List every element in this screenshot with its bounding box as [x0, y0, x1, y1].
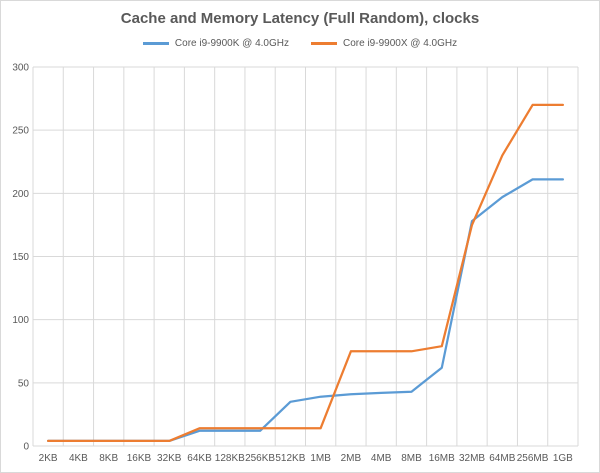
x-tick-label: 4KB [69, 453, 88, 464]
x-tick-label: 2KB [39, 453, 58, 464]
chart-legend: Core i9-9900K @ 4.0GHz Core i9-9900X @ 4… [0, 38, 600, 49]
x-tick-label: 128KB [215, 453, 245, 464]
x-tick-label: 256MB [517, 453, 549, 464]
x-tick-label: 16MB [429, 453, 455, 464]
x-tick-label: 512KB [275, 453, 305, 464]
x-tick-label: 256KB [245, 453, 275, 464]
x-tick-label: 1MB [310, 453, 331, 464]
legend-label-series-2: Core i9-9900X @ 4.0GHz [343, 38, 458, 49]
x-tick-label: 1GB [553, 453, 573, 464]
legend-item-series-2: Core i9-9900X @ 4.0GHz [311, 38, 457, 49]
series-line-2 [46, 103, 565, 443]
legend-item-series-1: Core i9-9900K @ 4.0GHz [142, 38, 289, 49]
x-tick-label: 4MB [371, 453, 392, 464]
legend-swatch-series-2 [311, 42, 337, 45]
y-tick-label: 50 [18, 378, 30, 389]
x-tick-label: 16KB [127, 453, 152, 464]
chart-title: Cache and Memory Latency (Full Random), … [120, 10, 480, 27]
y-tick-label: 100 [12, 315, 29, 326]
x-tick-label: 64MB [489, 453, 515, 464]
x-tick-label: 32MB [459, 453, 485, 464]
y-tick-label: 200 [12, 189, 29, 200]
x-tick-label: 2MB [341, 453, 362, 464]
y-tick-label: 250 [12, 126, 29, 137]
x-tick-label: 64KB [187, 453, 212, 464]
y-tick-label: 150 [12, 252, 29, 263]
x-tick-label: 8MB [401, 453, 422, 464]
x-tick-label: 8KB [99, 453, 118, 464]
y-tick-label: 300 [12, 63, 29, 74]
legend-label-series-1: Core i9-9900K @ 4.0GHz [174, 38, 289, 49]
x-tick-label: 32KB [157, 453, 182, 464]
y-tick-label: 0 [23, 442, 29, 453]
legend-swatch-series-1 [142, 42, 169, 45]
